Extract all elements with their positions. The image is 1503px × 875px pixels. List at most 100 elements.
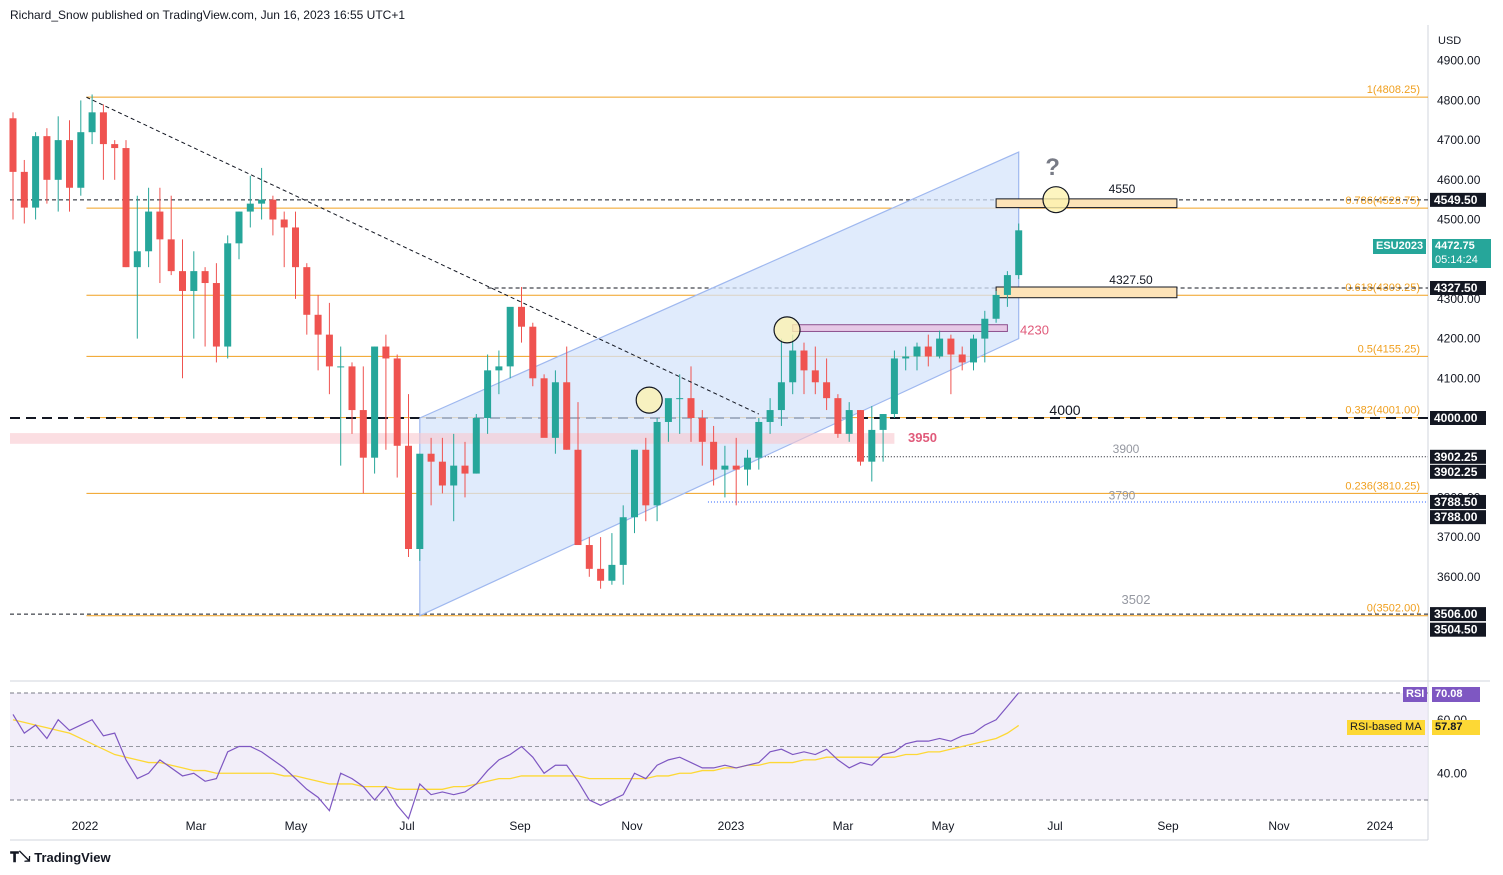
bullish-candle [133, 195, 141, 339]
price-tick: 4800.00 [1437, 93, 1481, 107]
bearish-candle [811, 346, 819, 395]
bullish-candle [631, 449, 638, 534]
bullish-candle [766, 398, 774, 434]
price-level-tag-bg [1430, 622, 1486, 637]
highlight-circle [773, 316, 801, 344]
bullish-candle [450, 433, 458, 522]
bullish-candle [676, 374, 684, 434]
bullish-candle [551, 370, 559, 454]
bearish-candle [585, 537, 593, 577]
price-tick: 4900.00 [1437, 54, 1481, 68]
time-axis: 2022 Mar May Jul Sep Nov 2023 Mar May Jul Sep Nov 20… [72, 819, 1394, 833]
price-level-tag: 3504.50 [1430, 622, 1486, 637]
bullish-candle [608, 533, 616, 585]
price-tick: 4700.00 [1437, 133, 1481, 147]
time-tick: May [285, 819, 308, 833]
candle-body [382, 346, 390, 359]
time-tick: 2022 [72, 819, 99, 833]
candle-body [676, 398, 684, 400]
bullish-candle [992, 290, 1000, 323]
bearish-candle [179, 239, 186, 379]
candle-body [258, 199, 266, 204]
zone-3950 [10, 433, 895, 444]
candle-body [913, 346, 921, 357]
candle-body [608, 564, 616, 581]
candle-body [721, 465, 729, 470]
candle-body [99, 112, 107, 145]
price-level-tag-bg [1430, 280, 1486, 295]
fib-label: 0.236(3810.25) [1345, 480, 1420, 492]
bullish-candle [224, 235, 232, 359]
bearish-candle [20, 159, 28, 224]
candle-body [890, 358, 898, 415]
label-3900: 3900 [1113, 442, 1140, 456]
price-level-tag-text: 3506.00 [1434, 607, 1478, 621]
price-level-tag-text: 4000.00 [1434, 411, 1478, 425]
candle-body [857, 410, 864, 462]
label-4550: 4550 [1109, 182, 1136, 196]
price-level-tag-text: 4327.50 [1434, 281, 1478, 295]
candle-body [710, 441, 718, 470]
bearish-candle [924, 334, 932, 367]
bearish-candle [427, 437, 435, 506]
candle-body [111, 144, 119, 149]
last-price-tag: 4472.75 [1432, 239, 1491, 254]
price-level-tag-bg [1430, 192, 1486, 207]
bearish-candle [122, 140, 130, 268]
bullish-candle [416, 453, 424, 561]
bullish-candle [77, 100, 85, 196]
price-tick: 4300.00 [1437, 292, 1481, 306]
candle-body [359, 410, 367, 458]
fib-label: 0.618(4309.25) [1345, 282, 1420, 294]
price-level-tag-bg [1430, 510, 1486, 525]
bearish-candle [280, 211, 288, 268]
time-tick: Sep [509, 819, 531, 833]
price-axis: USD4900.004800.004700.004600.004500.0044… [1430, 35, 1486, 637]
price-level-tag-text: 3504.50 [1434, 623, 1478, 637]
bearish-candle [43, 128, 51, 204]
price-level-tag: 3506.00 [1430, 607, 1486, 622]
candle-body [66, 140, 73, 188]
price-level-tag: 3788.00 [1430, 510, 1486, 525]
candle-body [450, 465, 458, 486]
candle-body [563, 382, 571, 450]
bullish-candle [506, 306, 514, 379]
bullish-candle [258, 167, 266, 220]
candle-body [631, 449, 638, 518]
bullish-candle [902, 346, 910, 371]
bearish-candle [698, 410, 706, 466]
rsi-panel: 60.0040.00 [10, 692, 1467, 820]
time-tick: Jul [399, 819, 414, 833]
bullish-candle [54, 116, 62, 212]
candle-body [845, 410, 853, 434]
rsi-ma-label-tag: RSI-based MA [1347, 720, 1425, 735]
candle-body [303, 267, 311, 315]
zone-4230 [792, 324, 1008, 332]
candle-body [518, 306, 525, 327]
price-tick: 4200.00 [1437, 332, 1481, 346]
publisher-attribution: Richard_Snow published on TradingView.co… [10, 8, 406, 22]
candle-body [811, 370, 819, 383]
label-3502: 3502 [1122, 592, 1151, 607]
bearish-candle [540, 374, 548, 438]
bullish-candle [789, 334, 797, 395]
candle-body [834, 398, 842, 434]
time-tick: Jul [1047, 819, 1062, 833]
bearish-candle [642, 437, 650, 522]
bullish-candle [1003, 271, 1011, 307]
bearish-candle [167, 195, 175, 276]
bullish-candle [246, 175, 254, 228]
candle-body [292, 227, 299, 268]
candle-body [619, 517, 627, 565]
candle-body [438, 461, 446, 486]
bearish-candle [461, 441, 469, 498]
bearish-candle [201, 267, 209, 347]
label-4000: 4000 [1049, 402, 1080, 418]
time-tick: Nov [1268, 819, 1289, 833]
currency-label: USD [1438, 35, 1461, 47]
bullish-candle [88, 94, 96, 145]
price-level-tag-text: 3788.00 [1434, 510, 1478, 524]
price-level-tag-bg [1430, 449, 1486, 464]
ascending-channel [419, 151, 1020, 617]
